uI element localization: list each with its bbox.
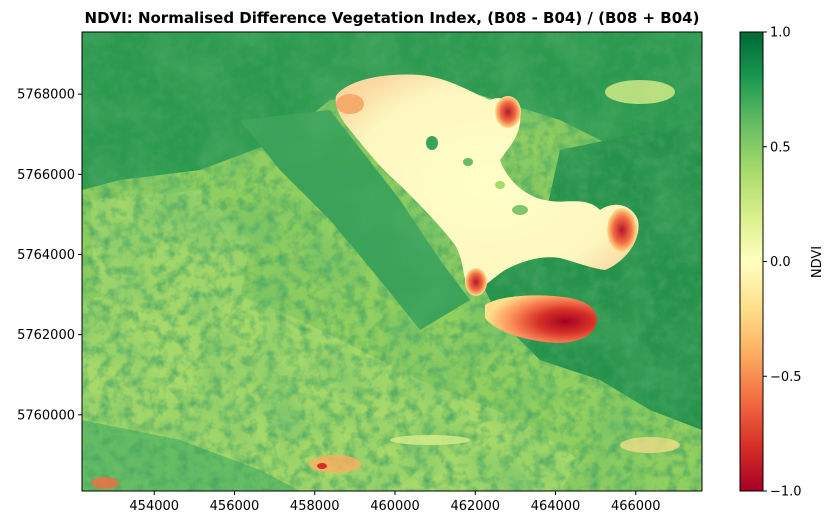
south-red-dot: [317, 463, 327, 469]
x-tick-label: 456000: [210, 499, 260, 514]
x-tick-label: 458000: [290, 499, 340, 514]
colorbar-axis: 1.0 0.5 0.0 −0.5 −1.0: [763, 26, 802, 500]
x-tick-label: 454000: [129, 499, 179, 514]
y-tick-label: 5766000: [17, 168, 75, 183]
y-tick-label: 5762000: [17, 328, 75, 343]
colorbar-tick-label: −1.0: [770, 485, 802, 500]
lake-inner-green-patch-4: [495, 181, 505, 189]
colorbar-tick-label: 0.5: [770, 140, 791, 155]
colorbar-tick-label: −0.5: [770, 370, 802, 385]
northwest-orange-edge: [336, 94, 364, 114]
chart-title: NDVI: Normalised Difference Vegetation I…: [85, 9, 700, 27]
x-tick-label: 466000: [611, 499, 661, 514]
x-tick-label: 460000: [370, 499, 420, 514]
lake-inner-green-patch: [426, 136, 438, 150]
y-tick-label: 5768000: [17, 88, 75, 103]
x-tick-label: 462000: [450, 499, 500, 514]
southwest-red-patch: [91, 477, 119, 489]
northeast-red-lobe: [495, 96, 521, 128]
y-tick-label: 5760000: [17, 408, 75, 423]
south-pale-strip: [390, 435, 470, 445]
colorbar-tick-label: 0.0: [770, 255, 791, 270]
y-tick-label: 5764000: [17, 248, 75, 263]
south-red-patch: [309, 455, 361, 473]
lake-inner-green-patch-2: [463, 158, 473, 166]
colorbar: [739, 31, 764, 492]
y-axis: 5768000 5766000 5764000 5762000 5760000: [17, 88, 82, 423]
southeast-pale-patch: [620, 437, 680, 453]
plot-frame: [81, 31, 703, 492]
x-tick-label: 464000: [531, 499, 581, 514]
town-pale-area: [605, 80, 675, 104]
east-red-lobe: [607, 208, 637, 252]
lake-bright-area: [335, 74, 639, 291]
ndvi-raster: [82, 32, 702, 491]
x-axis: 454000 456000 458000 460000 462000 464000 4660…: [129, 491, 661, 514]
colorbar-label: NDVI: [810, 246, 825, 278]
colorbar-tick-label: 1.0: [770, 26, 791, 41]
lake-inner-green-patch-3: [512, 205, 528, 215]
central-red-spot: [465, 268, 487, 296]
southern-red-lobe: [485, 295, 597, 343]
